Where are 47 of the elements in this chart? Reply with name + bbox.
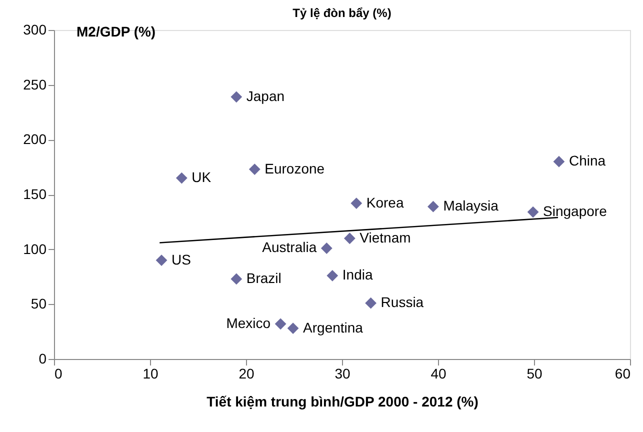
y-tick-label: 0 bbox=[38, 350, 47, 366]
x-tick-label: 10 bbox=[142, 366, 158, 382]
point bbox=[365, 297, 376, 309]
x-tick-label: 60 bbox=[614, 366, 631, 382]
x-tick-label: 30 bbox=[334, 366, 350, 382]
point bbox=[274, 318, 286, 330]
point bbox=[553, 156, 565, 168]
point bbox=[248, 164, 260, 175]
x-tick-label: 50 bbox=[526, 366, 542, 382]
x-axis-title: Tiết kiệm trung bình/GDP 2000 - 2012 (%) bbox=[206, 394, 478, 410]
y-tick-label: 50 bbox=[30, 296, 47, 312]
annotation: Eurozone bbox=[264, 160, 325, 176]
point bbox=[156, 254, 168, 266]
annotation: US bbox=[172, 251, 191, 268]
chart-title: Tỷ lệ đòn bẩy (%) bbox=[292, 6, 392, 20]
point bbox=[176, 172, 188, 184]
y-tick-label: 300 bbox=[23, 22, 47, 38]
annotation: Japan bbox=[246, 88, 285, 104]
point bbox=[287, 322, 299, 334]
point bbox=[350, 198, 362, 209]
point bbox=[326, 270, 338, 282]
annotation: Argentina bbox=[303, 319, 364, 336]
annotation: Brazil bbox=[246, 270, 282, 286]
x-tick-label: 20 bbox=[238, 366, 254, 382]
y-tick-label: 250 bbox=[23, 76, 47, 92]
y-tick-label: 200 bbox=[23, 131, 47, 148]
point bbox=[230, 91, 242, 103]
annotation: Russia bbox=[380, 294, 424, 310]
point bbox=[428, 200, 439, 212]
y-tick-label: 100 bbox=[23, 240, 47, 257]
x-tick-label: 0 bbox=[54, 366, 62, 382]
annotation: Mexico bbox=[226, 314, 271, 331]
annotation: India bbox=[342, 266, 373, 283]
point bbox=[344, 232, 356, 244]
point bbox=[230, 273, 242, 285]
y-tick-label: 150 bbox=[23, 186, 47, 202]
annotation: Vietnam bbox=[360, 229, 411, 246]
y-axis-title: M2/GDP (%) bbox=[76, 24, 156, 40]
x-tick-label: 40 bbox=[430, 366, 446, 382]
point bbox=[527, 206, 539, 218]
annotation: Singapore bbox=[543, 203, 608, 220]
annotation: China bbox=[568, 152, 606, 169]
point bbox=[320, 242, 332, 254]
annotation: Australia bbox=[262, 239, 317, 256]
annotation: UK bbox=[192, 169, 212, 186]
annotation: Malaysia bbox=[443, 198, 499, 214]
annotation: Korea bbox=[366, 194, 404, 210]
